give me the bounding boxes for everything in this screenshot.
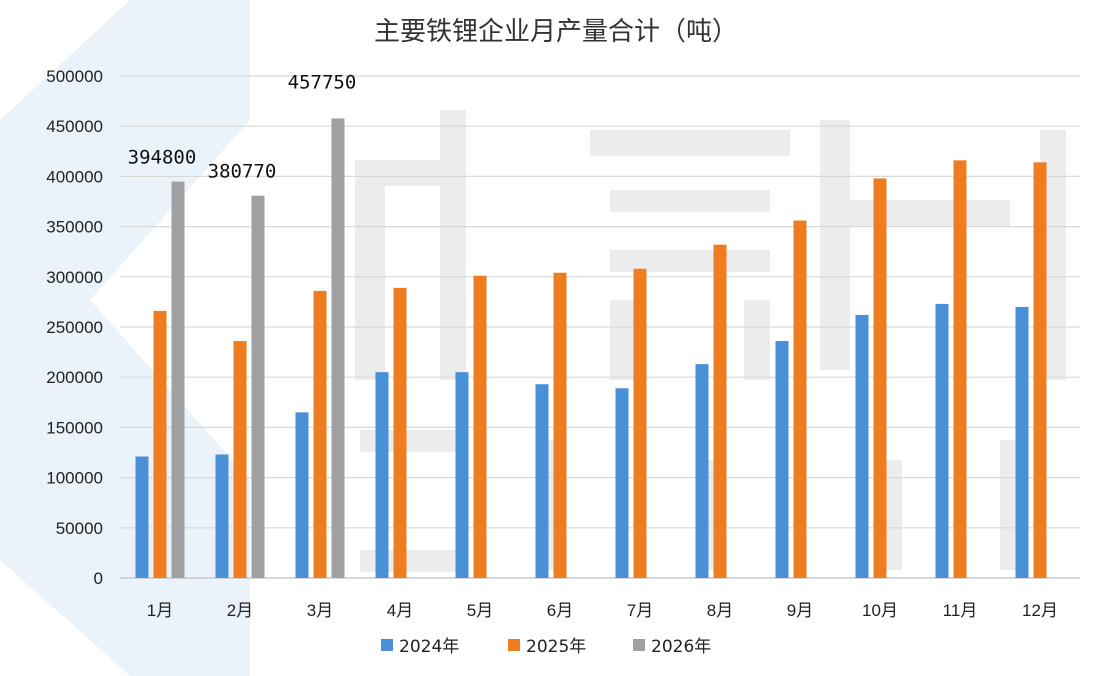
legend-label: 2025年 — [526, 637, 586, 657]
y-tick-label: 400000 — [46, 167, 103, 186]
bar-2024年-2月 — [215, 454, 229, 578]
x-tick-label: 11月 — [943, 601, 978, 620]
x-tick-label: 9月 — [787, 601, 813, 620]
x-tick-label: 1月 — [147, 601, 173, 620]
bar-2025年-7月 — [633, 268, 647, 578]
x-tick-label: 5月 — [467, 601, 493, 620]
x-tick-label: 3月 — [307, 601, 333, 620]
y-tick-label: 0 — [94, 569, 103, 588]
y-tick-label: 150000 — [46, 418, 103, 437]
bar-2024年-3月 — [295, 412, 309, 578]
y-tick-label: 50000 — [56, 519, 103, 538]
bar-2024年-7月 — [615, 388, 629, 578]
x-tick-label: 7月 — [627, 601, 653, 620]
bar-2024年-11月 — [935, 303, 949, 578]
data-label: 457750 — [288, 71, 357, 93]
bar-2024年-12月 — [1015, 306, 1029, 578]
bar-2026年-2月 — [251, 195, 265, 579]
bar-2025年-4月 — [393, 287, 407, 578]
y-tick-label: 200000 — [46, 368, 103, 387]
bar-2026年-3月 — [331, 118, 345, 578]
y-tick-label: 300000 — [46, 268, 103, 287]
bar-2024年-1月 — [135, 456, 149, 578]
x-tick-label: 6月 — [547, 601, 573, 620]
x-tick-label: 4月 — [387, 601, 413, 620]
bar-2025年-5月 — [473, 275, 487, 578]
y-tick-label: 500000 — [46, 67, 103, 86]
data-label: 380770 — [208, 161, 277, 183]
chart-title: 主要铁锂企业月产量合计（吨） — [374, 17, 738, 47]
bar-2025年-8月 — [713, 244, 727, 578]
x-tick-label: 10月 — [862, 601, 898, 620]
legend-item: 2025年 — [508, 637, 586, 657]
x-tick-label: 2月 — [227, 601, 253, 620]
bar-2025年-2月 — [233, 341, 247, 578]
bar-2024年-4月 — [375, 372, 389, 578]
bar-2024年-10月 — [855, 314, 869, 578]
legend-item: 2026年 — [633, 637, 711, 657]
bar-2025年-9月 — [793, 220, 807, 579]
x-tick-label: 8月 — [707, 601, 733, 620]
bar-2024年-8月 — [695, 364, 709, 578]
legend-swatch — [633, 639, 645, 651]
y-tick-label: 350000 — [46, 218, 103, 237]
bar-2024年-6月 — [535, 384, 549, 578]
bar-2025年-6月 — [553, 272, 567, 578]
legend-swatch — [381, 639, 393, 651]
data-label: 394800 — [128, 147, 197, 169]
bar-2025年-1月 — [153, 310, 167, 578]
bar-2025年-10月 — [873, 178, 887, 578]
y-tick-label: 100000 — [46, 469, 103, 488]
legend-label: 2024年 — [399, 637, 459, 657]
x-tick-label: 12月 — [1022, 601, 1058, 620]
bar-2024年-5月 — [455, 372, 469, 578]
y-tick-label: 450000 — [46, 117, 103, 136]
bar-2025年-3月 — [313, 290, 327, 578]
legend-label: 2026年 — [651, 637, 711, 657]
legend-item: 2024年 — [381, 637, 459, 657]
legend-swatch — [508, 639, 520, 651]
bar-2025年-11月 — [953, 160, 967, 578]
bar-2026年-1月 — [171, 181, 185, 579]
y-tick-label: 250000 — [46, 318, 103, 337]
bar-2024年-9月 — [775, 341, 789, 578]
bar-2025年-12月 — [1033, 162, 1047, 578]
